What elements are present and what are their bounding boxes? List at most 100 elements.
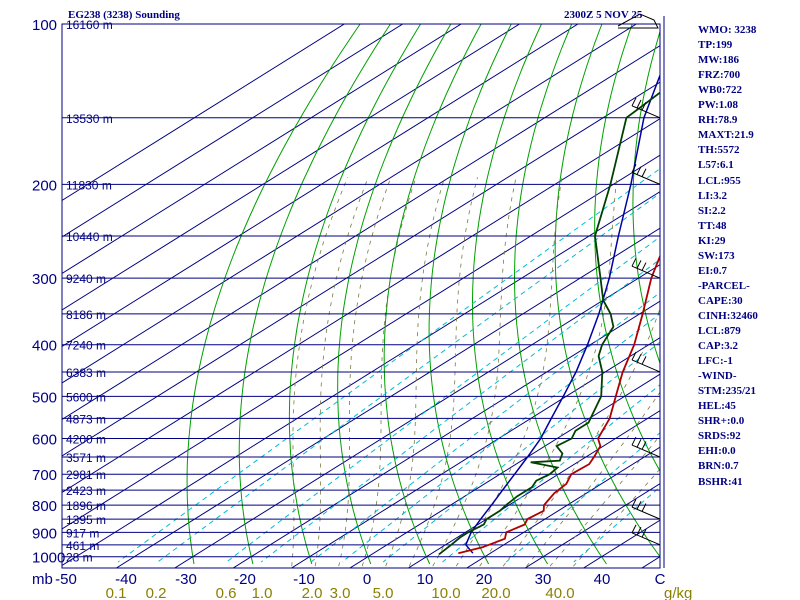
mixing-ratio-label: 2.0 [302,585,323,600]
stat-line: STM:235/21 [698,385,757,398]
pressure-label: 1000 [32,550,65,567]
isotherm-line [62,24,637,384]
stat-line: LCL:879 [698,325,741,337]
height-label: 3571 m [66,451,106,465]
pressure-label: 400 [32,338,57,355]
wind-barb [631,164,661,185]
isotherm-line [62,81,660,457]
mixing-ratio-line [442,384,660,563]
isotherm-line [62,24,520,311]
isotherm-line [291,337,660,568]
stat-line: CINH:32460 [698,309,758,322]
temperature-tick-label: -30 [175,571,197,588]
stat-line: SRDS:92 [698,430,741,443]
isotherm-line [524,483,660,568]
stat-line: SHR+:0.0 [698,415,745,428]
mixing-ratio-line [117,168,660,563]
height-label: 16160 m [66,18,113,32]
stat-line: SI:2.2 [698,204,726,217]
pressure-label: 300 [32,271,57,288]
moist-adiabat-line [338,177,392,567]
mixing-ratio-line [573,486,660,563]
stat-line: LFC:-1 [698,355,733,368]
pressure-label: 200 [32,177,57,194]
dewpoint-line [438,91,660,556]
isotherm-line [583,519,660,568]
isotherm-line [62,118,660,494]
wind-barb [631,97,661,119]
stat-line: L57:6.1 [698,159,734,172]
isotherm-line [62,24,579,348]
height-label: 8186 m [66,308,106,322]
wind-barbs [617,13,661,546]
mixing-ratio-line [226,236,660,563]
pressure-label: 900 [32,525,57,542]
pressure-label: 600 [32,432,57,449]
moist-adiabat-line [361,177,417,567]
dry-adiabat-line [741,24,800,564]
height-label: 10440 m [66,230,113,244]
height-label: 2423 m [66,484,106,498]
dry-adiabat-line [514,24,607,565]
stat-line: MW:186 [698,54,739,67]
stat-line: RH:78.9 [698,114,738,127]
valid-time: 2300Z 5 NOV 25 [564,9,643,21]
height-label: 5600 m [66,390,106,404]
stat-line: EI:0.7 [698,264,728,277]
pressure-label: 700 [32,467,57,484]
temperature-tick-label: C [655,571,666,588]
stat-line: WMO: 3238 [698,24,757,36]
stat-line: HEL:45 [698,400,736,413]
height-label: 1395 m [66,513,106,527]
temperature-tick-label: 40 [594,571,611,588]
moist-adiabat-line [291,177,349,567]
chart-grid [61,16,800,569]
mixing-ratio-line [382,341,660,563]
height-label: 2981 m [66,468,106,482]
wind-barb [631,351,661,373]
stat-line: -PARCEL- [698,279,750,292]
temperature-line [458,253,660,555]
stat-line: WB0:722 [698,84,742,97]
mixing-ratio-label: 10.0 [431,585,460,600]
stat-line: BSHR:41 [698,475,743,488]
mixing-ratio-label: 5.0 [373,585,394,600]
station-title: EG238 (3238) Sounding [68,9,180,21]
isotherm-line [62,24,345,202]
mixing-ratio-line [341,312,660,563]
dry-adiabat-line [632,29,660,365]
temperature-tick-label: 30 [535,571,552,588]
wind-barb [631,257,661,279]
dry-adiabat-line [383,24,482,565]
mixing-ratio-label: g/kg [664,585,692,600]
dry-adiabat-line [594,24,660,473]
stat-line: CAPE:30 [698,294,743,307]
isotherm-line [349,373,660,568]
height-label: 917 m [66,526,99,540]
stat-line: BRN:0.7 [698,460,739,473]
temperature-tick-label: -20 [234,571,256,588]
pressure-label: 500 [32,389,57,406]
isotherm-line [62,45,660,421]
dry-adiabat-line [337,24,452,565]
stat-line: FRZ:700 [698,69,741,82]
temperature-tick-label: 10 [417,571,434,588]
height-label: 461 m [66,539,99,553]
chart-profiles [438,73,660,556]
height-label: 7240 m [66,339,106,353]
parcel-line [464,73,660,554]
plot-frame [61,23,661,569]
mixing-ratio-label: 3.0 [330,585,351,600]
mixing-ratio-line [310,291,660,563]
temperature-tick-label: 20 [476,571,493,588]
isotherm-line [232,300,660,568]
stat-line: CAP:3.2 [698,340,739,353]
stat-line: TT:48 [698,219,727,232]
height-label: 4200 m [66,433,106,447]
height-label: 1896 m [66,499,106,513]
isotherm-line [62,154,660,530]
isotherm-line [174,264,660,568]
mixing-ratio-line [505,432,660,563]
mixing-ratio-label: 0.1 [106,585,127,600]
